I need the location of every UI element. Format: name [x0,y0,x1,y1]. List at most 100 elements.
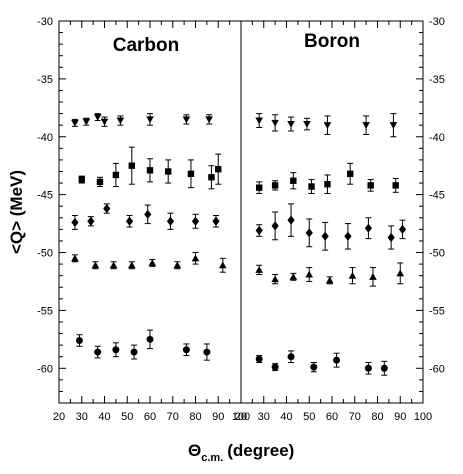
data-point-diamond [71,217,79,228]
data-point-diamond [144,209,152,219]
series-square [256,162,399,194]
x-tick-label: 40 [280,411,292,423]
data-point-triangle-up [325,276,334,284]
data-point-circle [310,363,318,371]
y-tick-label-right: -40 [429,132,445,144]
data-point-triangle-down [71,119,79,127]
x-tick-label: 100 [232,411,250,423]
data-point-diamond [321,231,329,241]
series-circle [75,329,211,361]
series-diamond [71,203,220,230]
data-point-triangle-up [109,261,118,269]
y-axis-title: <Q> (MeV) [7,170,26,254]
data-point-square [146,167,154,174]
data-point-square [324,181,331,188]
data-point-square [128,162,135,169]
data-point-diamond [103,203,111,214]
panel-title-boron: Boron [304,31,360,52]
x-axis-symbol: Θ [188,441,201,460]
y-tick-label-left: -45 [37,190,53,202]
data-point-square [112,171,120,179]
data-point-triangle-up [71,254,79,262]
data-point-square [367,182,374,189]
axes-layer: -30 -30 -35 -35 -40 -40 -45 -45 -50 -50 -55 -55 -60 -… [37,16,445,423]
data-point-circle [364,364,372,372]
data-point-circle [112,346,120,354]
data-point-triangle-down [146,116,154,124]
x-tick-label: 30 [258,411,270,423]
data-point-diamond [191,216,200,226]
data-point-triangle-down [389,122,398,129]
data-point-diamond [344,231,352,241]
x-tick-label: 30 [76,411,88,423]
series-triangle-up [255,262,405,287]
y-tick-label-right: -60 [429,363,445,375]
data-point-triangle-down [303,120,311,128]
y-tick-label-left: -60 [37,363,53,375]
data-point-circle [130,348,138,356]
data-point-diamond [271,221,279,231]
data-point-circle [255,355,263,363]
y-tick-label-right: -45 [429,190,445,202]
y-tick-label-left: -35 [37,74,53,86]
data-point-square [392,182,399,189]
data-point-diamond [166,216,175,226]
series-square [78,146,222,190]
data-point-square [215,165,222,173]
series-diamond [255,203,407,251]
data-point-square [187,170,195,177]
data-point-circle [287,353,295,361]
y-tick-label-right: -55 [429,305,445,317]
data-point-square [96,178,104,186]
data-point-triangle-down [100,118,109,126]
data-point-square [347,170,354,177]
panel-title-carbon: Carbon [113,35,180,56]
x-tick-label: 100 [414,411,432,423]
data-point-triangle-down [287,120,295,128]
data-point-triangle-down [362,122,370,129]
x-axis-title: Θc.m. (degree) [188,441,294,464]
data-point-diamond [287,215,295,225]
data-point-square [308,183,315,190]
x-tick-label: 60 [144,411,156,423]
y-tick-label-right: -30 [429,16,445,28]
data-point-triangle-down [271,119,279,127]
data-point-triangle-up [219,261,227,269]
x-tick-label: 90 [212,411,224,423]
data-point-triangle-up [348,271,357,279]
data-point-circle [203,348,211,356]
data-point-triangle-down [205,116,213,124]
data-point-circle [146,335,154,343]
data-point-diamond [398,224,407,234]
x-tick-label: 40 [98,411,110,423]
data-point-diamond [387,232,395,243]
data-point-diamond [212,216,220,226]
y-tick-label-right: -35 [429,74,445,86]
data-point-square [165,168,172,175]
data-point-square [256,184,263,191]
data-point-circle [182,346,190,354]
data-point-triangle-up [396,269,405,277]
x-tick-label: 60 [326,411,338,423]
data-point-square [290,177,297,184]
data-point-circle [271,363,279,371]
data-point-triangle-up [91,261,100,269]
x-tick-label: 90 [394,411,406,423]
y-tick-label-left: -55 [37,305,53,317]
x-tick-label: 20 [235,411,247,423]
data-point-diamond [87,216,95,226]
data-point-circle [75,336,83,344]
data-point-triangle-up [271,275,279,283]
series-triangle-down [71,113,213,127]
data-point-square [208,174,215,181]
y-tick-label-left: -30 [37,16,53,28]
data-point-triangle-up [148,259,157,266]
data-point-triangle-down [116,117,125,125]
x-tick-label: 50 [121,411,133,423]
x-axis-unit: (degree) [227,441,294,460]
data-point-triangle-up [305,270,314,278]
data-point-square [78,176,85,183]
x-tick-label: 70 [167,411,179,423]
marks-layer [71,113,407,376]
